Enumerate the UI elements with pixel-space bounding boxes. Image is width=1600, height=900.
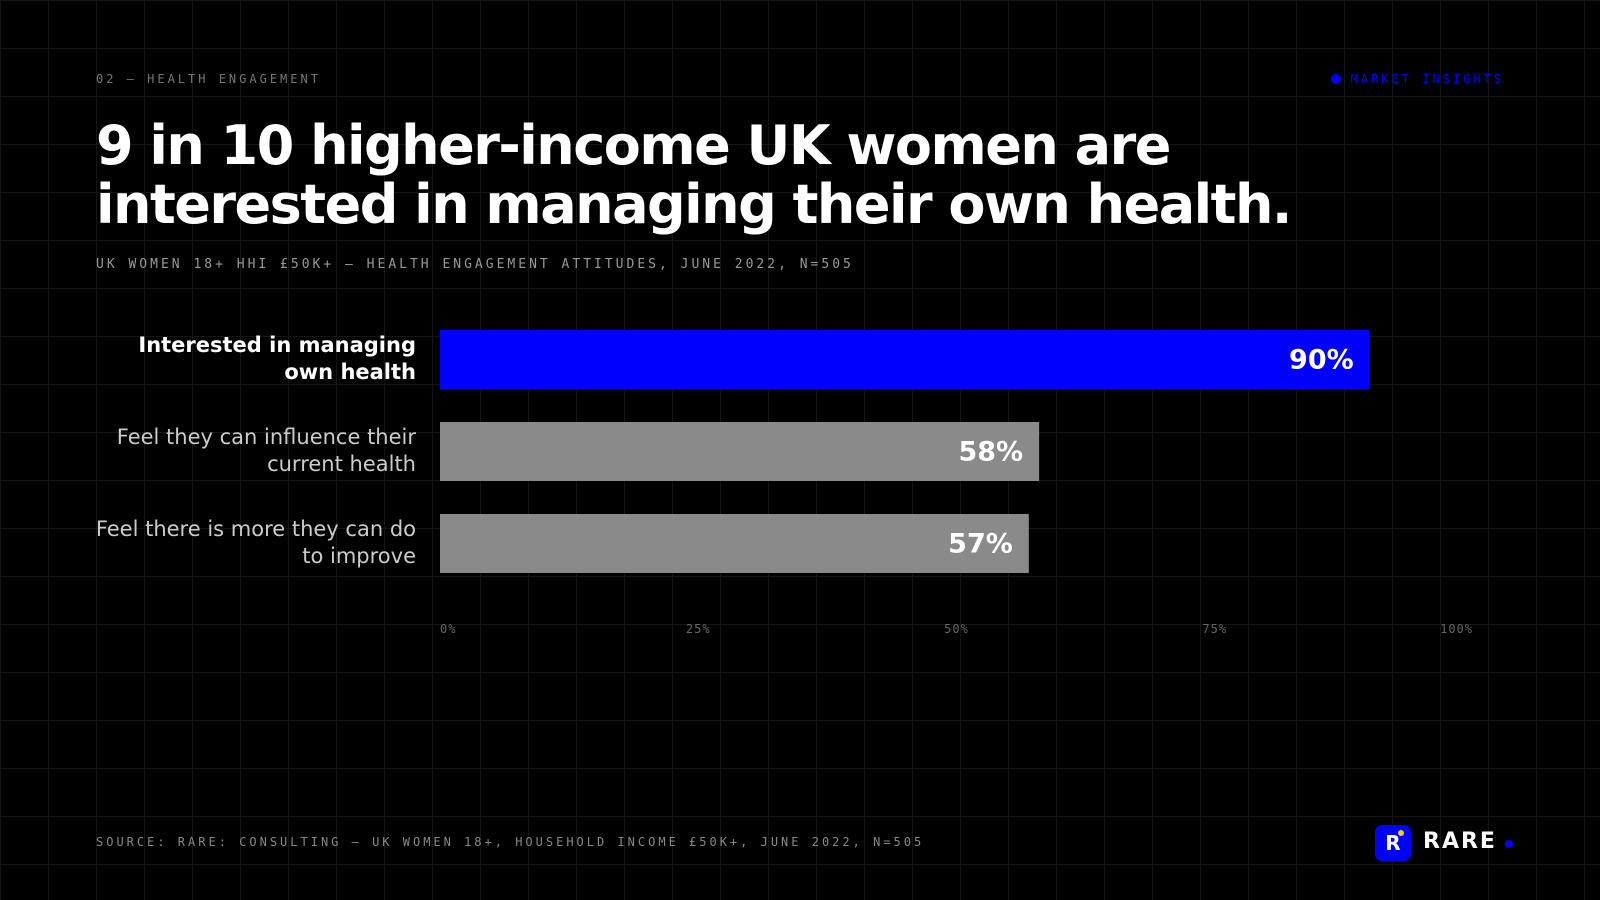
bar bbox=[440, 422, 1040, 481]
x-tick-label: 100% bbox=[1440, 622, 1473, 636]
category-label: Feel there is more they can do to improv… bbox=[95, 517, 416, 568]
subtitle: UK WOMEN 18+ HHI £50K+ — HEALTH ENGAGEME… bbox=[96, 257, 854, 272]
title: 9 in 10 higher-income UK women are inter… bbox=[96, 114, 1292, 236]
bar bbox=[440, 514, 1029, 573]
bar bbox=[440, 330, 1370, 389]
category-label: Feel they can influence their current he… bbox=[116, 425, 416, 476]
logo: R bbox=[1375, 825, 1411, 861]
category-label: Interested in managing own health bbox=[138, 333, 416, 384]
x-tick-label: 50% bbox=[944, 622, 969, 636]
source: SOURCE: RARE: CONSULTING — UK WOMEN 18+,… bbox=[96, 835, 925, 849]
value-label: 57% bbox=[948, 529, 1013, 560]
value-label: 58% bbox=[958, 437, 1023, 468]
x-tick-label: 25% bbox=[686, 622, 711, 636]
brand: RARE bbox=[1423, 829, 1513, 854]
x-tick-label: 75% bbox=[1202, 622, 1227, 636]
value-label: 90% bbox=[1289, 345, 1354, 376]
tag: MARKET INSIGHTS bbox=[1331, 72, 1504, 86]
eyebrow: 02 — HEALTH ENGAGEMENT bbox=[96, 72, 321, 86]
x-tick-label: 0% bbox=[440, 622, 456, 636]
